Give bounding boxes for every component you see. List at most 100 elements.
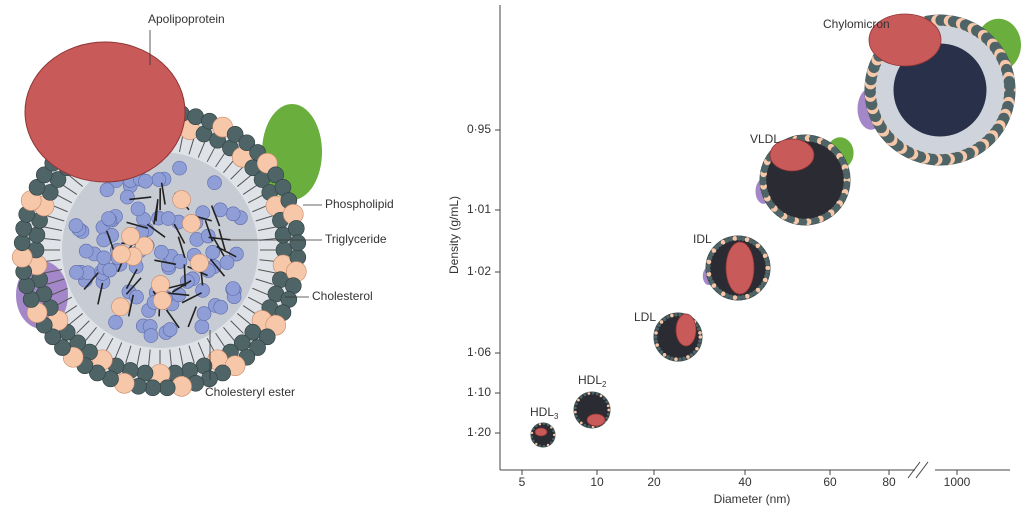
apolipoprotein [535, 428, 547, 436]
phospholipid-head [666, 355, 670, 359]
cholesterol [670, 314, 674, 318]
phospholipid-head [657, 323, 661, 327]
phospholipid-head [584, 394, 587, 397]
x-tick-label: 60 [823, 475, 837, 489]
triglyceride [226, 281, 240, 295]
cholesterol [686, 355, 690, 359]
cholesteryl-ester [122, 227, 140, 245]
phospholipid-head [693, 350, 697, 354]
phospholipid-head [19, 278, 35, 294]
phospholipid-head [697, 327, 701, 331]
triglyceride [100, 183, 114, 197]
phospholipid-head [543, 445, 545, 447]
phospholipid-head [605, 417, 608, 420]
phospholipid-head [552, 430, 554, 432]
triglyceride [131, 202, 145, 216]
triglyceride [102, 212, 116, 226]
structure-label: Cholesterol [312, 289, 373, 303]
phospholipid-head [654, 335, 658, 339]
phospholipid-head [654, 339, 658, 343]
phospholipid-head [741, 236, 746, 241]
phospholipid-head [588, 425, 591, 428]
particle-name: Chylomicron [823, 17, 890, 31]
cholesterol [531, 432, 533, 434]
cholesterol [654, 331, 658, 335]
phospholipid-head [698, 339, 702, 343]
particle-name: IDL [693, 232, 712, 246]
triglyceride [208, 176, 222, 190]
phospholipid-head [535, 425, 537, 427]
particle-name: HDL [530, 405, 554, 419]
phospholipid-head [577, 418, 580, 421]
figure: Apolipoprotein Phospholipid Triglyceride Ch… [0, 0, 1022, 511]
lipoprotein-particle [703, 236, 770, 300]
triglyceride [109, 315, 123, 329]
apolipoprotein [676, 314, 696, 346]
particle-name: VLDL [750, 132, 780, 146]
cholesterol [574, 411, 577, 414]
x-axis-label: Diameter (nm) [714, 492, 791, 506]
x-tick-label: 80 [882, 475, 896, 489]
phospholipid-head [657, 347, 661, 351]
triglyceride [220, 256, 234, 270]
phospholipid-head [532, 440, 534, 442]
y-tick-label: 1·10 [467, 385, 491, 399]
cholesteryl-ester [111, 298, 129, 316]
phospholipid-head [706, 264, 711, 269]
particle-label: Chylomicron [823, 17, 890, 31]
cholesterol [535, 443, 537, 445]
phospholipid-head [764, 257, 769, 262]
cholesterol [765, 266, 770, 271]
cholesterol [698, 331, 702, 335]
phospholipid-head [697, 343, 701, 347]
particle-name: HDL [578, 373, 602, 387]
phospholipid-head [290, 235, 306, 251]
y-axis-label: Density (g/mL) [447, 196, 461, 274]
cholesterol [699, 335, 703, 339]
x-tick-label: 40 [738, 475, 752, 489]
cholesteryl-ester [182, 214, 200, 232]
structure-label: Triglyceride [325, 232, 387, 246]
y-tick-label: 1·06 [467, 345, 491, 359]
phospholipid-head [550, 441, 552, 443]
phospholipid-head [575, 402, 578, 405]
triglyceride [120, 190, 134, 204]
structure-label: Phospholipid [325, 197, 394, 211]
triglyceride [226, 207, 240, 221]
phospholipid-head [159, 380, 175, 396]
cholesterol [547, 444, 549, 446]
phospholipid-head [16, 220, 32, 236]
triglyceride [138, 174, 152, 188]
phospholipid-head [765, 261, 770, 266]
y-tick-label: 1·20 [467, 425, 491, 439]
cholesteryl-ester [153, 292, 171, 310]
particle-subscript: 3 [554, 412, 559, 421]
phospholipid-head [1004, 80, 1015, 91]
triglyceride [103, 263, 117, 277]
particle-label: LDL [634, 310, 656, 324]
triglyceride [173, 161, 187, 175]
phospholipid-head [737, 236, 742, 241]
lipoprotein-particle [574, 392, 610, 428]
particle-name: LDL [634, 310, 656, 324]
cholesterol [706, 272, 711, 277]
apolipoprotein [25, 42, 185, 182]
triglyceride [152, 173, 166, 187]
triglyceride [154, 245, 168, 259]
phospholipid-head [288, 220, 304, 236]
triglyceride [214, 300, 228, 314]
triglyceride [69, 265, 83, 279]
phospholipid-head [532, 428, 534, 430]
lipoprotein-structure: Apolipoprotein Phospholipid Triglyceride Ch… [12, 12, 394, 399]
phospholipid-head [552, 438, 554, 440]
cholesterol [577, 399, 580, 402]
structure-label: Apolipoprotein [148, 12, 225, 26]
lipoprotein-particle [858, 14, 1022, 165]
lipoprotein-particle [654, 313, 702, 361]
phospholipid-head [678, 357, 682, 361]
phospholipid-head [706, 268, 711, 273]
triglyceride [163, 323, 177, 337]
cholesterol [607, 404, 610, 407]
particle-label: HDL2 [578, 373, 607, 389]
